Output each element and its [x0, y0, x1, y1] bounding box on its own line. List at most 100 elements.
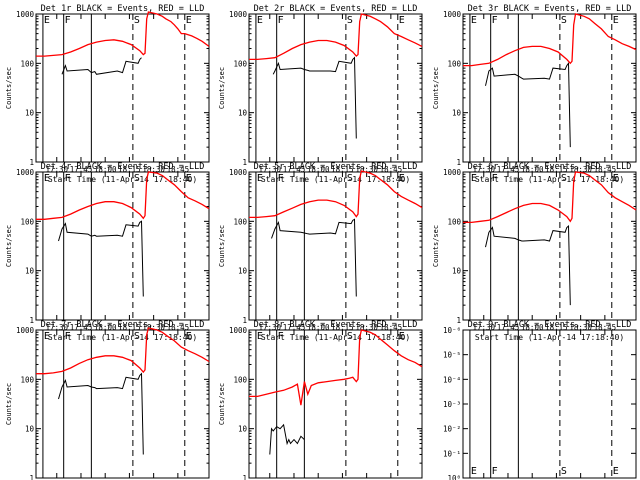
plot-frame — [462, 329, 637, 479]
x-tick-label: 18:45 — [594, 165, 617, 174]
x-tick-label: 18:00 — [521, 323, 544, 332]
x-tick-label: 18:00 — [94, 165, 117, 174]
y-tick-label: 1000 — [16, 326, 35, 335]
plot-frame — [462, 13, 637, 163]
x-tick-label: 18:45 — [167, 323, 190, 332]
panel-det-2: Det 2r BLACK = Events, RED = LLD 1 10 100 10… — [218, 4, 423, 184]
y-tick-label: 10 — [238, 109, 248, 118]
time-marker-label: E — [399, 331, 405, 342]
panel-title: Det 2r BLACK = Events, RED = LLD — [254, 4, 418, 14]
y-tick-label: 10 — [25, 109, 35, 118]
y-tick-label: 1 — [29, 316, 34, 325]
time-marker-label: E — [186, 15, 192, 26]
y-tick-label: 100 — [20, 217, 34, 226]
x-tick-label: 18:30 — [142, 323, 165, 332]
x-tick-label: 17:30 — [45, 165, 68, 174]
x-tick-label: 17:30 — [258, 323, 281, 332]
y-axis-label: Counts/sec — [5, 225, 13, 267]
x-tick-label: 18:00 — [94, 323, 117, 332]
x-tick-label: 17:45 — [497, 165, 520, 174]
plot-frame — [35, 13, 210, 163]
time-marker-label: E — [613, 466, 619, 477]
panel-title: Det 6r BLACK = Events, RED = LLD — [468, 162, 632, 172]
series-line-lld — [249, 329, 423, 406]
x-tick-label: 17:45 — [283, 323, 306, 332]
panel-det-7: Det 7r BLACK = Events, RED = LLD 1 10 100 10… — [5, 320, 210, 480]
y-tick-label: 10 — [452, 109, 462, 118]
series-line-events — [61, 57, 142, 75]
x-tick-label: 17:45 — [70, 323, 93, 332]
panel-det-4: Det 4r BLACK = Events, RED = LLD 1 10 100 10… — [5, 162, 210, 342]
x-tick-label: 18:30 — [142, 165, 165, 174]
x-tick-label: 18:30 — [355, 165, 378, 174]
plot-frame — [248, 171, 423, 321]
x-tick-label: 18:15 — [331, 165, 354, 174]
panel-det-1: Det 1r BLACK = Events, RED = LLD 1 10 100 10… — [5, 4, 210, 184]
y-tick-label: 1000 — [443, 10, 462, 19]
x-tick-label: 18:45 — [380, 323, 403, 332]
time-marker-label: E — [471, 15, 477, 26]
time-marker-label: E — [44, 331, 50, 342]
panel-title: Det 5r BLACK = Events, RED = LLD — [254, 162, 418, 172]
series-line-lld — [36, 171, 210, 220]
time-marker-label: F — [278, 173, 284, 184]
series-line-lld — [36, 327, 210, 375]
x-tick-label: 17:45 — [497, 323, 520, 332]
series-line-events — [58, 372, 144, 455]
series-line-events — [485, 61, 571, 148]
y-tick-label: 100 — [233, 375, 247, 384]
y-tick-label: 1 — [29, 158, 34, 167]
x-tick-label: 17:30 — [258, 165, 281, 174]
x-tick-label: 18:30 — [355, 323, 378, 332]
y-axis-label: Counts/sec — [218, 383, 226, 425]
time-marker-label: E — [471, 466, 477, 477]
plot-frame — [35, 171, 210, 321]
time-marker-label: F — [492, 173, 498, 184]
series-line-events — [485, 225, 571, 306]
y-tick-label: 100 — [20, 375, 34, 384]
y-axis-label: Counts/sec — [5, 383, 13, 425]
x-tick-label: 18:15 — [331, 323, 354, 332]
x-axis-label: Start Time (11-Apr-14 17:18:40) — [48, 175, 197, 184]
time-marker-label: S — [134, 173, 140, 184]
y-tick-label: 10 — [452, 267, 462, 276]
time-marker-label: E — [257, 15, 263, 26]
time-marker-label: E — [257, 173, 263, 184]
time-marker-label: E — [399, 173, 405, 184]
x-tick-label: 18:45 — [167, 165, 190, 174]
plot-frame — [248, 329, 423, 479]
x-axis-label: Start Time (11-Apr-14 17:18:40) — [475, 333, 624, 342]
y-tick-label: 1000 — [16, 10, 35, 19]
x-tick-label: 18:00 — [307, 165, 330, 174]
panel-det-5: Det 5r BLACK = Events, RED = LLD 1 10 100 10… — [218, 162, 423, 342]
time-marker-label: F — [492, 15, 498, 26]
time-marker-label: F — [492, 466, 498, 477]
y-axis-label: Counts/sec — [5, 67, 13, 109]
time-marker-label: S — [561, 15, 567, 26]
time-marker-label: E — [613, 15, 619, 26]
plot-frame — [248, 13, 423, 163]
panel-det-9: Det 9r BLACK = Events, RED = LLD 10⁰ 10⁻¹ 1… — [443, 320, 637, 480]
time-marker-label: E — [186, 173, 192, 184]
time-marker-label: S — [134, 15, 140, 26]
time-marker-label: S — [561, 173, 567, 184]
time-marker-label: E — [399, 15, 405, 26]
x-tick-label: 17:30 — [472, 165, 495, 174]
y-tick-label: 1 — [456, 158, 461, 167]
panel-title: Det 8r BLACK = Events, RED = LLD — [254, 320, 418, 330]
time-marker-label: S — [134, 331, 140, 342]
x-tick-label: 18:30 — [569, 323, 592, 332]
time-marker-label: S — [347, 15, 353, 26]
time-marker-label: E — [613, 173, 619, 184]
y-axis-label: Counts/sec — [432, 225, 440, 267]
y-tick-label: 100 — [447, 59, 461, 68]
time-marker-label: E — [471, 173, 477, 184]
time-marker-label: F — [65, 15, 71, 26]
time-marker-label: S — [347, 173, 353, 184]
y-tick-label: 10⁻⁶ — [443, 326, 461, 335]
series-line-events — [272, 56, 357, 139]
x-tick-label: 18:30 — [569, 165, 592, 174]
y-tick-label: 1000 — [229, 168, 248, 177]
y-axis-label: Counts/sec — [218, 67, 226, 109]
x-tick-label: 18:00 — [521, 165, 544, 174]
